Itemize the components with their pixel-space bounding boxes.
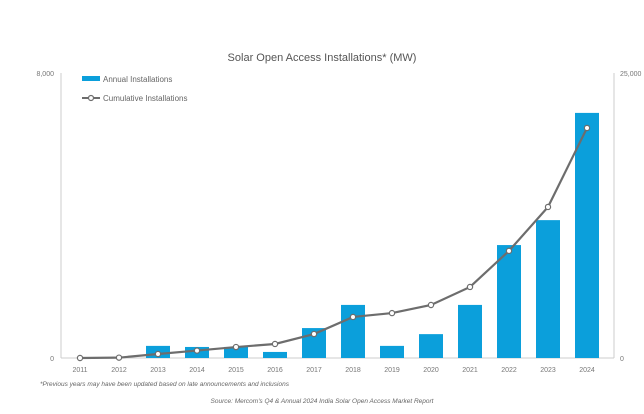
x-tick-2012: 2012: [111, 367, 127, 374]
cumulative-point-2023: [544, 203, 552, 211]
cumulative-point-2017: [310, 330, 318, 338]
bar-2022: [497, 245, 521, 358]
bar-2018: [341, 304, 365, 358]
cumulative-point-2016: [271, 340, 279, 348]
chart-title: Solar Open Access Installations* (MW): [228, 52, 417, 64]
x-tick-2017: 2017: [306, 367, 322, 374]
source: Source: Mercom's Q4 & Annual 2024 India …: [211, 398, 435, 405]
cumulative-point-2011: [76, 354, 84, 362]
left-tick-min: 0: [50, 356, 54, 363]
legend: Annual Installations Cumulative Installa…: [82, 75, 187, 103]
bar-2016: [263, 351, 287, 358]
cumulative-point-2012: [115, 354, 123, 361]
bar-2020: [419, 334, 443, 358]
x-tick-2023: 2023: [540, 367, 556, 374]
cumulative-point-2014: [193, 347, 201, 354]
footnote: *Previous years may have been updated ba…: [40, 381, 290, 388]
legend-label-cumulative: Cumulative Installations: [103, 94, 187, 103]
x-tick-2024: 2024: [579, 367, 595, 374]
right-tick-min: 0: [620, 356, 624, 363]
cumulative-point-2015: [232, 343, 240, 351]
x-tick-2015: 2015: [228, 367, 244, 374]
cumulative-point-2022: [505, 247, 513, 255]
x-tick-2022: 2022: [501, 367, 517, 374]
bar-2023: [536, 220, 560, 358]
legend-marker-cumulative: [87, 94, 95, 102]
x-tick-2011: 2011: [72, 367, 87, 374]
cumulative-point-2021: [466, 283, 474, 291]
cumulative-point-2013: [154, 350, 162, 358]
cumulative-point-2020: [427, 301, 435, 309]
bar-2019: [380, 345, 404, 358]
x-tick-2013: 2013: [150, 367, 166, 374]
cumulative-line: [79, 127, 588, 360]
cumulative-point-2019: [388, 309, 396, 317]
x-tick-2021: 2021: [462, 367, 478, 374]
x-tick-2020: 2020: [423, 367, 439, 374]
cumulative-point-2024: [583, 124, 591, 132]
x-tick-2019: 2019: [384, 367, 400, 374]
bar-2015: [224, 346, 248, 358]
legend-label-annual: Annual Installations: [103, 75, 172, 84]
right-tick-max: 25,000: [620, 71, 642, 78]
x-tick-2018: 2018: [345, 367, 361, 374]
x-tick-2016: 2016: [267, 367, 283, 374]
cumulative-point-2018: [349, 313, 357, 321]
bar-2024: [575, 112, 599, 359]
bar-2021: [458, 304, 482, 358]
x-tick-2014: 2014: [189, 367, 205, 374]
legend-swatch-annual: [82, 76, 100, 81]
left-tick-max: 8,000: [36, 71, 54, 78]
